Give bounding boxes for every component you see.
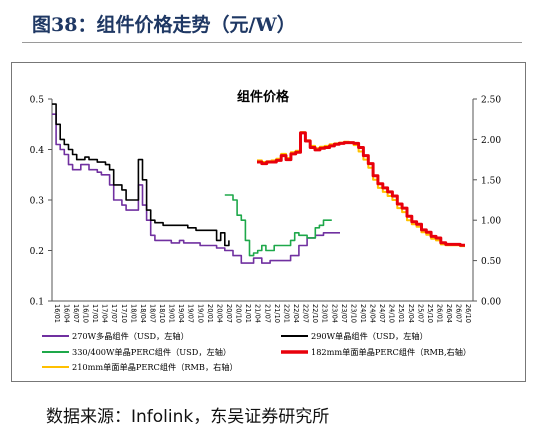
left-tick-label: 0.3 — [30, 197, 45, 207]
figure-title: 图38：组件价格走势（元/W） — [32, 14, 296, 36]
x-tick-label: 23/07 — [340, 304, 348, 323]
left-axis-ticks: 0.1 0.2 0.3 0.4 0.5 — [30, 96, 52, 308]
x-tick-label: 16/04 — [62, 304, 70, 323]
left-tick-label: 0.5 — [30, 96, 45, 106]
x-tick-label: 21/04 — [254, 304, 262, 323]
x-tick-label: 18/04 — [139, 304, 147, 323]
x-tick-label: 20/04 — [215, 304, 223, 323]
chart-title: 组件价格 — [237, 89, 290, 105]
left-tick-label: 0.4 — [30, 146, 45, 156]
x-tick-label: 17/04 — [101, 304, 109, 323]
x-tick-label: 26/10 — [464, 304, 472, 323]
right-tick-label: 1.00 — [481, 217, 501, 227]
right-series-group — [257, 131, 465, 248]
right-tick-label: 0.00 — [481, 298, 501, 308]
source-note: 数据来源：Infolink，东吴证券研究所 — [46, 407, 330, 427]
series-line — [257, 131, 465, 248]
x-tick-label: 21/07 — [263, 304, 271, 323]
x-tick-label: 18/10 — [158, 304, 166, 323]
x-tick-label: 26/07 — [455, 304, 463, 323]
legend-label: 330/400W单晶PERC组件（USD，左轴） — [72, 347, 231, 357]
legend-label: 270W多晶组件（USD，左轴） — [72, 331, 189, 341]
x-tick-label: 24/10 — [388, 304, 396, 323]
right-axis-ticks: 0.00 0.50 1.00 1.50 2.00 2.50 — [473, 96, 501, 308]
x-tick-label: 25/10 — [426, 304, 434, 323]
x-tick-label: 25/01 — [397, 304, 405, 323]
x-tick-label: 17/01 — [91, 304, 99, 323]
right-tick-label: 1.50 — [481, 176, 501, 186]
x-tick-label: 22/07 — [302, 304, 310, 323]
series-line — [52, 103, 230, 247]
x-tick-label: 24/01 — [359, 304, 367, 323]
x-tick-label: 23/01 — [321, 304, 329, 323]
x-tick-label: 25/04 — [407, 304, 415, 323]
x-tick-label: 18/07 — [148, 304, 156, 323]
x-tick-label: 26/04 — [445, 304, 453, 323]
right-tick-label: 2.00 — [481, 136, 501, 146]
title-divider — [22, 42, 522, 43]
x-tick-label: 24/07 — [378, 304, 386, 323]
x-tick-label: 20/07 — [225, 304, 233, 323]
x-tick-label: 23/04 — [330, 304, 338, 323]
left-tick-label: 0.2 — [30, 247, 44, 257]
x-tick-label: 23/10 — [349, 304, 357, 323]
x-tick-label: 20/10 — [235, 304, 243, 323]
x-tick-label: 16/10 — [81, 304, 89, 323]
x-tick-label: 18/01 — [129, 304, 137, 323]
x-tick-label: 19/01 — [168, 304, 176, 323]
x-tick-label: 19/10 — [196, 304, 204, 323]
x-tick-label: 17/07 — [110, 304, 118, 323]
left-tick-label: 0.1 — [30, 298, 44, 308]
left-series-group — [52, 103, 340, 264]
x-tick-label: 20/01 — [206, 304, 214, 323]
x-tick-label: 22/10 — [311, 304, 319, 323]
x-tick-label: 16/07 — [72, 304, 80, 323]
right-tick-label: 0.50 — [481, 257, 501, 267]
series-line — [257, 131, 465, 247]
x-tick-label: 24/04 — [369, 304, 377, 323]
legend-label: 210mm单面单晶PERC组件（RMB，右轴） — [72, 362, 238, 372]
series-line — [224, 194, 332, 257]
x-tick-label: 17/10 — [120, 304, 128, 323]
legend: 270W多晶组件（USD，左轴） 290W单晶组件（USD，左轴） 330/400W… — [42, 331, 471, 372]
x-tick-label: 26/01 — [436, 304, 444, 323]
x-tick-label: 21/01 — [244, 304, 252, 323]
x-tick-label: 19/04 — [177, 304, 185, 323]
x-tick-label: 21/10 — [273, 304, 281, 323]
x-tick-label: 22/04 — [292, 304, 300, 323]
chart-frame — [11, 62, 526, 382]
x-tick-label: 25/07 — [416, 304, 424, 323]
series-line — [52, 113, 340, 264]
x-axis-ticks: 16/01 16/04 16/07 16/10 17/01 17/04 17/07 17/10… — [53, 304, 472, 323]
x-tick-label: 19/07 — [187, 304, 195, 323]
x-tick-label: 22/01 — [282, 304, 290, 323]
legend-label: 290W单晶组件（USD，左轴） — [311, 331, 428, 341]
x-tick-label: 16/01 — [53, 304, 61, 323]
legend-label: 182mm单面单晶PERC组件（RMB,右轴） — [311, 347, 471, 357]
right-tick-label: 2.50 — [481, 96, 501, 106]
